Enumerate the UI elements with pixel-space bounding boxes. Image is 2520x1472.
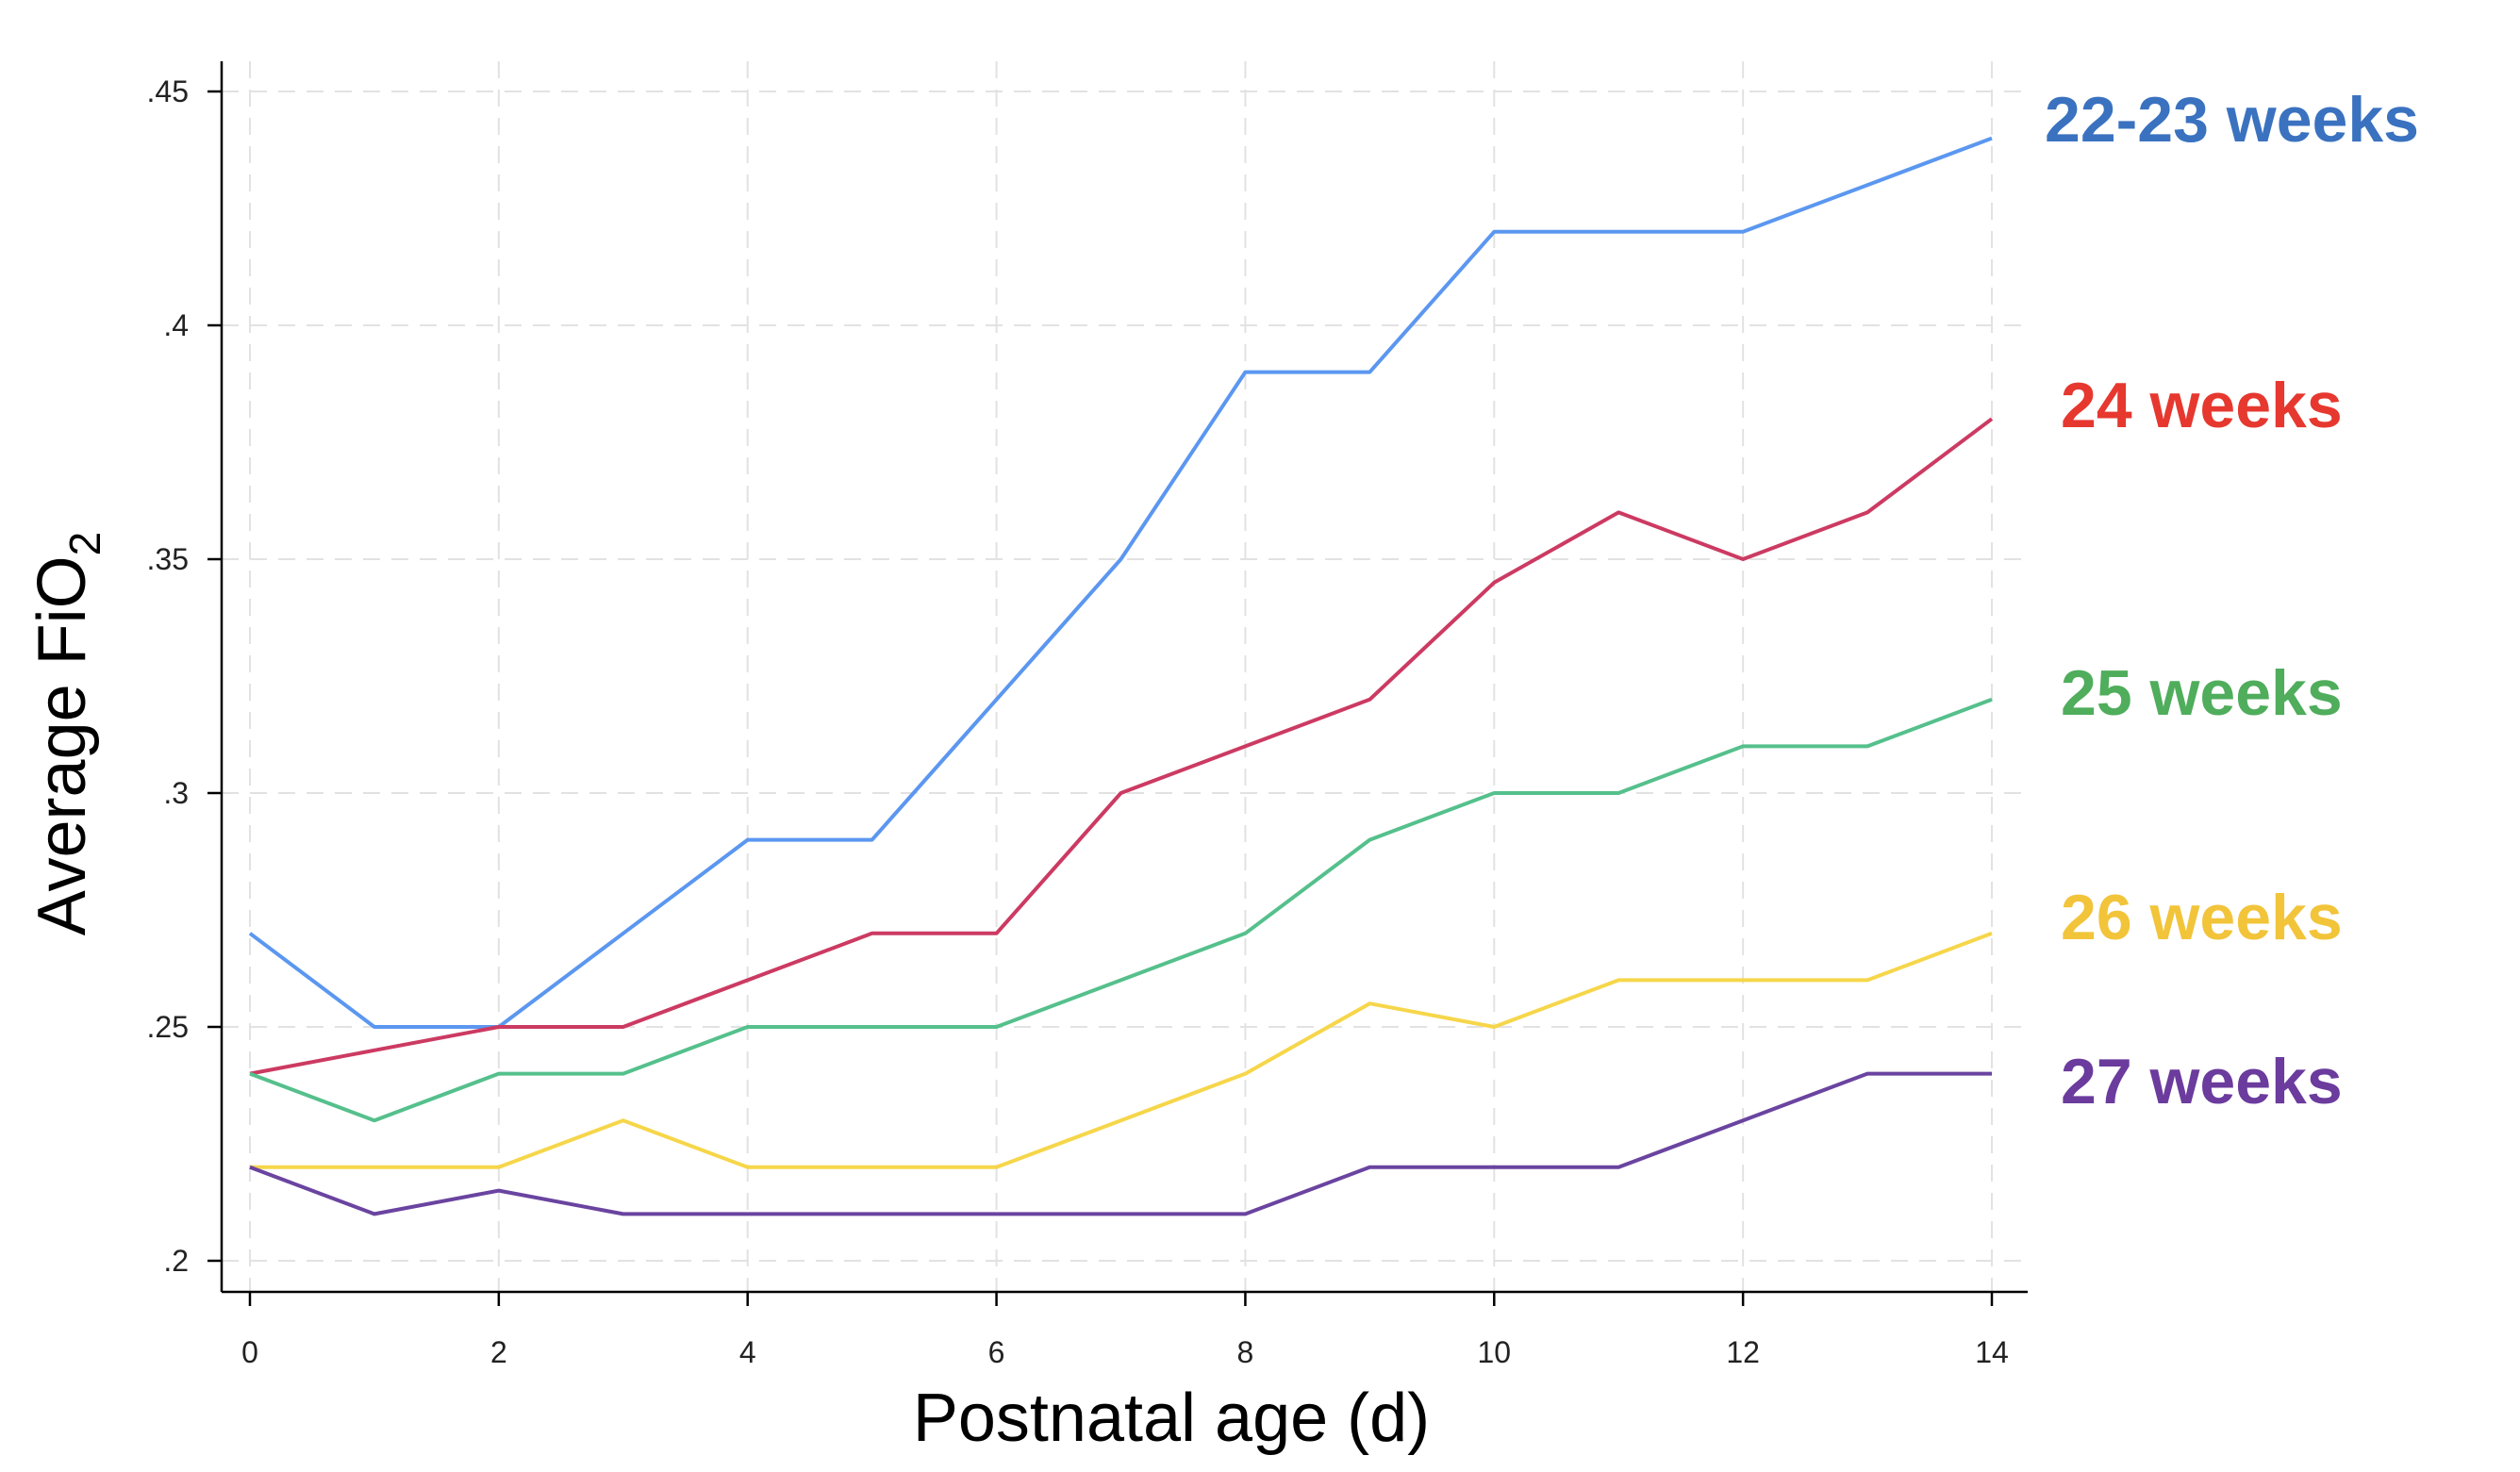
- series-line-25-weeks: [249, 697, 1993, 1123]
- axis-ticks: .2 .25 .3 .35 .4 .45 0 2 4 6 8 10 12 14: [147, 74, 2009, 1369]
- y-tick-label: .4: [163, 308, 189, 342]
- series-label-26-weeks: 26 weeks: [2061, 882, 2343, 953]
- y-tick-label: .3: [163, 776, 189, 810]
- x-tick-label: 2: [490, 1335, 507, 1369]
- y-tick-label: .45: [147, 74, 189, 108]
- series-label-25-weeks: 25 weeks: [2061, 657, 2343, 729]
- gridlines: [222, 61, 2028, 1292]
- series-line-26-weeks: [250, 931, 1993, 1169]
- x-tick-label: 4: [739, 1335, 756, 1369]
- series-label-22-23-weeks: 22-23 weeks: [2045, 84, 2419, 156]
- y-axis-title: Average FiO2: [25, 532, 109, 935]
- x-tick-label: 12: [1726, 1335, 1760, 1369]
- series-label-27-weeks: 27 weeks: [2061, 1046, 2343, 1117]
- x-tick-label: 10: [1477, 1335, 1511, 1369]
- y-tick-label: .35: [147, 542, 189, 576]
- y-axis-title-main: Average FiO: [25, 555, 100, 935]
- x-tick-label: 8: [1237, 1335, 1254, 1369]
- series-label-24-weeks: 24 weeks: [2061, 370, 2343, 441]
- series-line-24-weeks: [249, 417, 1994, 1076]
- x-axis-title: Postnatal age (d): [913, 1381, 1430, 1456]
- series-lines: [248, 136, 1994, 1216]
- y-tick-label: .2: [163, 1244, 189, 1278]
- x-tick-label: 0: [241, 1335, 258, 1369]
- axes: [220, 61, 2028, 1294]
- x-tick-label: 6: [988, 1335, 1005, 1369]
- series-line-27-weeks: [249, 1071, 1992, 1216]
- series-line-22-23-weeks: [248, 136, 1993, 1029]
- x-tick-label: 14: [1975, 1335, 2009, 1369]
- y-axis-title-subscript: 2: [60, 532, 109, 556]
- y-tick-label: .25: [147, 1010, 189, 1044]
- series-labels: 22-23 weeks 24 weeks 25 weeks 26 weeks 27 we…: [2045, 84, 2419, 1117]
